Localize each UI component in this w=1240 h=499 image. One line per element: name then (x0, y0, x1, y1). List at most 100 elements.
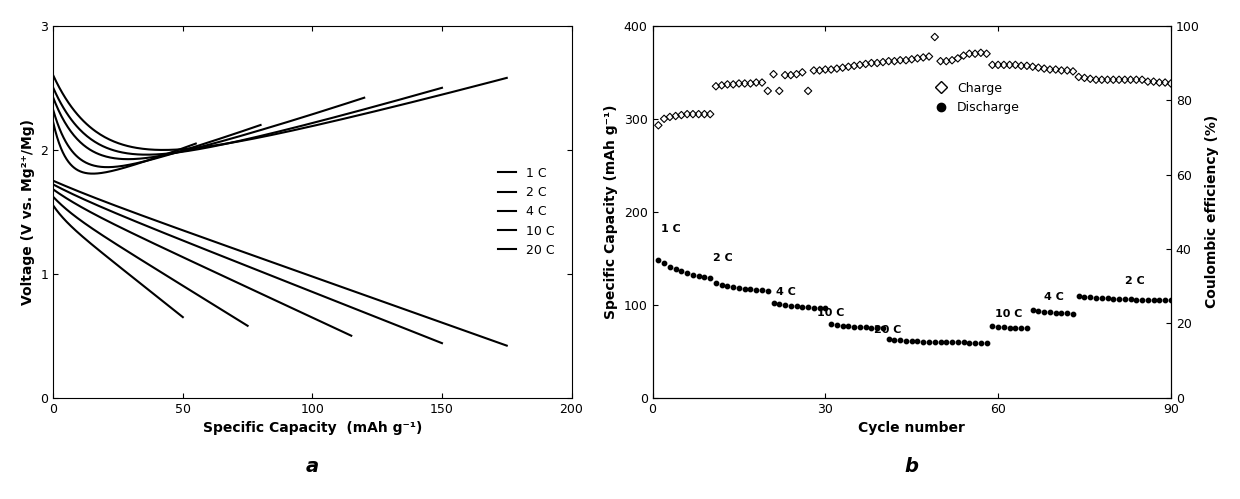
Point (827, 64, 847, 72)
Point (1075, 293, 1095, 301)
Point (1017, 324, 1037, 332)
Point (688, 110, 708, 118)
Point (867, 324, 887, 332)
Text: 4 C: 4 C (776, 287, 796, 297)
Point (1063, 67, 1083, 75)
Point (908, 337, 928, 345)
Point (816, 65, 836, 73)
Point (706, 82, 725, 90)
Point (649, 121, 668, 129)
Point (660, 113, 680, 121)
Point (1045, 65, 1065, 73)
Point (1156, 296, 1176, 304)
Point (942, 338, 962, 346)
Point (694, 273, 714, 281)
Point (1045, 309, 1065, 317)
Point (786, 302, 806, 310)
Text: 10 C: 10 C (996, 309, 1023, 319)
Point (706, 279, 725, 287)
X-axis label: Cycle number: Cycle number (858, 421, 965, 435)
Point (666, 265, 686, 273)
Point (914, 338, 934, 346)
Point (867, 59, 887, 67)
Point (1086, 294, 1106, 302)
Point (694, 110, 714, 118)
Point (1115, 295, 1135, 303)
Point (827, 321, 847, 329)
Point (1086, 76, 1106, 84)
Point (1109, 295, 1128, 303)
Point (821, 65, 841, 73)
Text: 2 C: 2 C (713, 253, 733, 263)
Point (1138, 78, 1158, 86)
Point (919, 52, 939, 60)
Point (1132, 296, 1152, 304)
Point (1028, 64, 1048, 72)
Legend: 1 C, 2 C, 4 C, 10 C, 20 C: 1 C, 2 C, 4 C, 10 C, 20 C (492, 162, 560, 262)
Point (982, 61, 1002, 69)
Point (1069, 292, 1089, 300)
Text: 10 C: 10 C (817, 308, 844, 318)
Point (712, 281, 732, 289)
Point (792, 302, 812, 310)
Point (816, 304, 836, 312)
Point (833, 322, 853, 330)
Point (666, 112, 686, 120)
Point (914, 53, 934, 61)
Point (890, 56, 910, 64)
Point (723, 283, 743, 291)
Point (999, 324, 1019, 332)
Point (1058, 66, 1078, 74)
Point (1052, 309, 1071, 317)
Point (1149, 78, 1169, 86)
Point (849, 323, 869, 331)
Point (1126, 76, 1146, 84)
Point (1080, 75, 1100, 83)
Point (965, 339, 985, 347)
Point (729, 79, 749, 87)
Point (930, 57, 950, 65)
Point (753, 286, 773, 294)
Point (655, 115, 675, 123)
Point (1075, 74, 1095, 82)
Point (838, 322, 858, 330)
Point (1149, 296, 1169, 304)
Text: 20 C: 20 C (874, 325, 901, 335)
Point (1069, 73, 1089, 81)
Text: 1 C: 1 C (661, 224, 681, 234)
Point (1097, 76, 1117, 84)
Point (758, 87, 777, 95)
Point (965, 50, 985, 58)
Point (1034, 308, 1054, 316)
Point (1104, 295, 1123, 303)
Point (1012, 324, 1032, 332)
Point (701, 274, 720, 282)
Point (677, 110, 697, 118)
Point (873, 324, 893, 332)
Point (799, 302, 818, 310)
Point (1115, 76, 1135, 84)
Point (960, 50, 980, 58)
Point (1143, 296, 1163, 304)
Point (1028, 307, 1048, 315)
Point (1104, 76, 1123, 84)
Point (999, 61, 1019, 69)
Text: 2 C: 2 C (1125, 276, 1145, 286)
Point (890, 336, 910, 344)
Point (977, 339, 997, 347)
Point (804, 66, 823, 74)
Point (988, 61, 1008, 69)
Point (746, 78, 766, 86)
Point (764, 70, 784, 78)
Point (781, 71, 801, 79)
Point (764, 299, 784, 307)
Point (897, 337, 916, 345)
Point (919, 338, 939, 346)
Point (683, 271, 703, 279)
Point (688, 272, 708, 280)
Point (1143, 78, 1163, 86)
Point (1121, 295, 1141, 303)
Point (810, 66, 830, 74)
Point (947, 54, 967, 62)
Point (1156, 78, 1176, 86)
